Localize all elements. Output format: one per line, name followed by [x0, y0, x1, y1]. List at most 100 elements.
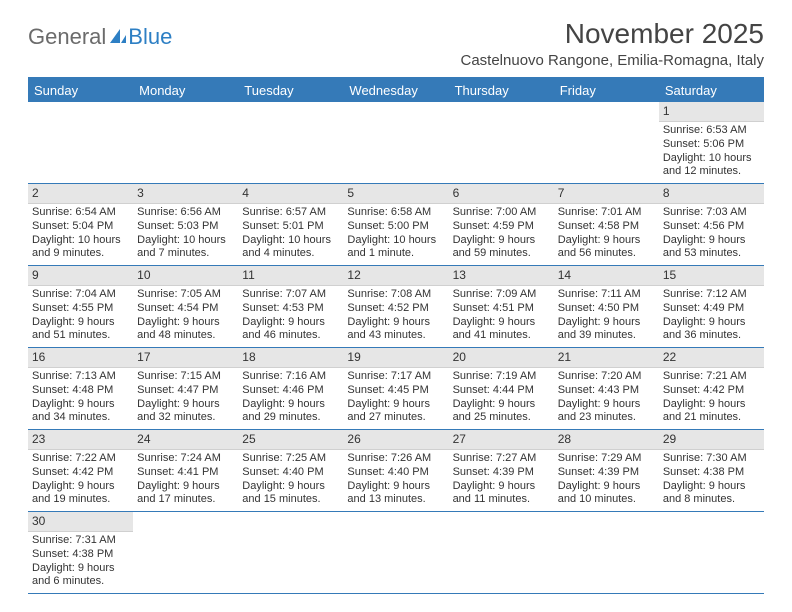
daylight-text: Daylight: 9 hours and 19 minutes. — [32, 480, 129, 508]
sunset-text: Sunset: 5:00 PM — [347, 220, 444, 234]
calendar-cell: 15Sunrise: 7:12 AMSunset: 4:49 PMDayligh… — [659, 266, 764, 348]
day-header: Saturday — [659, 79, 764, 102]
day-details: Sunrise: 6:56 AMSunset: 5:03 PMDaylight:… — [133, 204, 238, 265]
daylight-text: Daylight: 9 hours and 34 minutes. — [32, 398, 129, 426]
daylight-text: Daylight: 9 hours and 36 minutes. — [663, 316, 760, 344]
day-details: Sunrise: 6:57 AMSunset: 5:01 PMDaylight:… — [238, 204, 343, 265]
day-header: Wednesday — [343, 79, 448, 102]
calendar-cell: 23Sunrise: 7:22 AMSunset: 4:42 PMDayligh… — [28, 430, 133, 512]
day-number: 22 — [659, 348, 764, 368]
sunset-text: Sunset: 5:01 PM — [242, 220, 339, 234]
day-number: 9 — [28, 266, 133, 286]
daylight-text: Daylight: 9 hours and 41 minutes. — [453, 316, 550, 344]
day-details: Sunrise: 7:26 AMSunset: 4:40 PMDaylight:… — [343, 450, 448, 511]
sunset-text: Sunset: 4:55 PM — [32, 302, 129, 316]
sunset-text: Sunset: 4:42 PM — [32, 466, 129, 480]
daylight-text: Daylight: 9 hours and 46 minutes. — [242, 316, 339, 344]
day-details: Sunrise: 7:31 AMSunset: 4:38 PMDaylight:… — [28, 532, 133, 593]
day-details: Sunrise: 6:54 AMSunset: 5:04 PMDaylight:… — [28, 204, 133, 265]
sunset-text: Sunset: 4:39 PM — [558, 466, 655, 480]
header: General Blue November 2025 Castelnuovo R… — [28, 18, 764, 69]
calendar-cell-empty — [659, 512, 764, 594]
daylight-text: Daylight: 9 hours and 17 minutes. — [137, 480, 234, 508]
sunset-text: Sunset: 4:48 PM — [32, 384, 129, 398]
calendar-cell: 3Sunrise: 6:56 AMSunset: 5:03 PMDaylight… — [133, 184, 238, 266]
sunset-text: Sunset: 4:38 PM — [32, 548, 129, 562]
day-number: 10 — [133, 266, 238, 286]
day-details: Sunrise: 6:53 AMSunset: 5:06 PMDaylight:… — [659, 122, 764, 183]
sunrise-text: Sunrise: 7:31 AM — [32, 534, 129, 548]
sunrise-text: Sunrise: 7:17 AM — [347, 370, 444, 384]
sunrise-text: Sunrise: 7:11 AM — [558, 288, 655, 302]
calendar-cell: 4Sunrise: 6:57 AMSunset: 5:01 PMDaylight… — [238, 184, 343, 266]
day-details: Sunrise: 7:13 AMSunset: 4:48 PMDaylight:… — [28, 368, 133, 429]
daylight-text: Daylight: 9 hours and 13 minutes. — [347, 480, 444, 508]
sunset-text: Sunset: 4:47 PM — [137, 384, 234, 398]
sunset-text: Sunset: 4:46 PM — [242, 384, 339, 398]
page-subtitle: Castelnuovo Rangone, Emilia-Romagna, Ita… — [461, 52, 765, 69]
day-details: Sunrise: 7:03 AMSunset: 4:56 PMDaylight:… — [659, 204, 764, 265]
calendar-cell: 22Sunrise: 7:21 AMSunset: 4:42 PMDayligh… — [659, 348, 764, 430]
calendar-cell: 30Sunrise: 7:31 AMSunset: 4:38 PMDayligh… — [28, 512, 133, 594]
day-number: 5 — [343, 184, 448, 204]
sunset-text: Sunset: 4:53 PM — [242, 302, 339, 316]
sunset-text: Sunset: 4:41 PM — [137, 466, 234, 480]
daylight-text: Daylight: 9 hours and 59 minutes. — [453, 234, 550, 262]
sail-icon — [108, 27, 128, 45]
day-details: Sunrise: 7:04 AMSunset: 4:55 PMDaylight:… — [28, 286, 133, 347]
calendar-cell: 21Sunrise: 7:20 AMSunset: 4:43 PMDayligh… — [554, 348, 659, 430]
day-number: 6 — [449, 184, 554, 204]
day-details: Sunrise: 7:24 AMSunset: 4:41 PMDaylight:… — [133, 450, 238, 511]
day-details: Sunrise: 7:30 AMSunset: 4:38 PMDaylight:… — [659, 450, 764, 511]
day-details: Sunrise: 7:11 AMSunset: 4:50 PMDaylight:… — [554, 286, 659, 347]
sunset-text: Sunset: 4:40 PM — [242, 466, 339, 480]
day-number: 21 — [554, 348, 659, 368]
sunset-text: Sunset: 4:45 PM — [347, 384, 444, 398]
daylight-text: Daylight: 9 hours and 39 minutes. — [558, 316, 655, 344]
sunset-text: Sunset: 4:50 PM — [558, 302, 655, 316]
daylight-text: Daylight: 9 hours and 51 minutes. — [32, 316, 129, 344]
sunset-text: Sunset: 4:51 PM — [453, 302, 550, 316]
sunrise-text: Sunrise: 7:20 AM — [558, 370, 655, 384]
calendar-cell: 19Sunrise: 7:17 AMSunset: 4:45 PMDayligh… — [343, 348, 448, 430]
day-details: Sunrise: 7:19 AMSunset: 4:44 PMDaylight:… — [449, 368, 554, 429]
sunrise-text: Sunrise: 7:26 AM — [347, 452, 444, 466]
day-number: 11 — [238, 266, 343, 286]
daylight-text: Daylight: 9 hours and 32 minutes. — [137, 398, 234, 426]
day-number: 13 — [449, 266, 554, 286]
calendar-cell-empty — [343, 512, 448, 594]
sunrise-text: Sunrise: 7:00 AM — [453, 206, 550, 220]
day-details: Sunrise: 7:01 AMSunset: 4:58 PMDaylight:… — [554, 204, 659, 265]
daylight-text: Daylight: 9 hours and 6 minutes. — [32, 562, 129, 590]
sunrise-text: Sunrise: 6:56 AM — [137, 206, 234, 220]
day-number: 27 — [449, 430, 554, 450]
day-number: 15 — [659, 266, 764, 286]
day-number: 1 — [659, 102, 764, 122]
daylight-text: Daylight: 9 hours and 15 minutes. — [242, 480, 339, 508]
day-number: 24 — [133, 430, 238, 450]
sunrise-text: Sunrise: 7:16 AM — [242, 370, 339, 384]
calendar-cell: 8Sunrise: 7:03 AMSunset: 4:56 PMDaylight… — [659, 184, 764, 266]
day-header: Tuesday — [238, 79, 343, 102]
day-number: 20 — [449, 348, 554, 368]
daylight-text: Daylight: 9 hours and 29 minutes. — [242, 398, 339, 426]
calendar-cell: 9Sunrise: 7:04 AMSunset: 4:55 PMDaylight… — [28, 266, 133, 348]
calendar-grid: SundayMondayTuesdayWednesdayThursdayFrid… — [28, 77, 764, 594]
calendar-cell: 16Sunrise: 7:13 AMSunset: 4:48 PMDayligh… — [28, 348, 133, 430]
sunrise-text: Sunrise: 7:03 AM — [663, 206, 760, 220]
sunset-text: Sunset: 4:52 PM — [347, 302, 444, 316]
daylight-text: Daylight: 9 hours and 11 minutes. — [453, 480, 550, 508]
sunset-text: Sunset: 4:54 PM — [137, 302, 234, 316]
day-number: 25 — [238, 430, 343, 450]
sunset-text: Sunset: 5:06 PM — [663, 138, 760, 152]
day-number: 8 — [659, 184, 764, 204]
daylight-text: Daylight: 9 hours and 43 minutes. — [347, 316, 444, 344]
sunrise-text: Sunrise: 7:15 AM — [137, 370, 234, 384]
page-title: November 2025 — [461, 18, 765, 50]
calendar-cell: 26Sunrise: 7:26 AMSunset: 4:40 PMDayligh… — [343, 430, 448, 512]
calendar-cell: 2Sunrise: 6:54 AMSunset: 5:04 PMDaylight… — [28, 184, 133, 266]
day-number: 18 — [238, 348, 343, 368]
logo-text-1: General — [28, 24, 106, 50]
sunrise-text: Sunrise: 7:27 AM — [453, 452, 550, 466]
sunset-text: Sunset: 4:59 PM — [453, 220, 550, 234]
